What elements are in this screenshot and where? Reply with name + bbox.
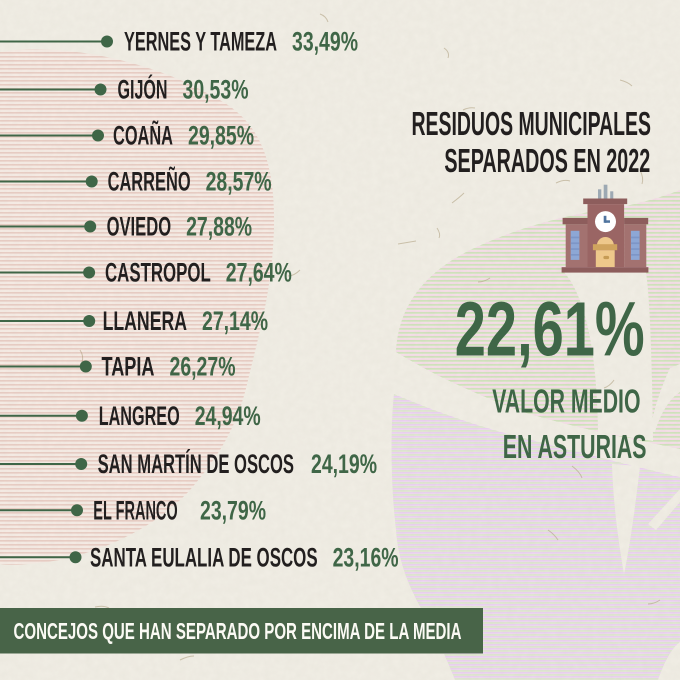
svg-text:LLANERA: LLANERA: [103, 306, 187, 336]
svg-text:LANGREO: LANGREO: [99, 401, 180, 431]
svg-text:28,57%: 28,57%: [206, 167, 272, 197]
svg-text:GIJÓN: GIJÓN: [118, 75, 168, 105]
svg-text:CASTROPOL: CASTROPOL: [105, 258, 211, 288]
svg-text:22,61%: 22,61%: [455, 286, 645, 372]
svg-text:SEPARADOS EN 2022: SEPARADOS EN 2022: [444, 142, 650, 179]
svg-text:SANTA EULALIA DE OSCOS: SANTA EULALIA DE OSCOS: [90, 542, 318, 572]
svg-text:TAPIA: TAPIA: [102, 352, 155, 382]
svg-text:YERNES Y TAMEZA: YERNES Y TAMEZA: [124, 27, 277, 57]
svg-text:29,85%: 29,85%: [188, 121, 254, 151]
svg-text:30,53%: 30,53%: [183, 75, 249, 105]
svg-text:COAÑA: COAÑA: [113, 121, 173, 151]
svg-text:CARREÑO: CARREÑO: [108, 167, 191, 197]
svg-text:OVIEDO: OVIEDO: [107, 212, 172, 242]
svg-text:27,64%: 27,64%: [226, 258, 292, 288]
svg-text:EL FRANCO: EL FRANCO: [93, 496, 177, 526]
svg-text:27,14%: 27,14%: [202, 306, 268, 336]
svg-text:EN ASTURIAS: EN ASTURIAS: [503, 429, 647, 466]
svg-text:23,79%: 23,79%: [200, 496, 266, 526]
svg-text:SAN MARTÍN DE OSCOS: SAN MARTÍN DE OSCOS: [98, 449, 294, 479]
svg-text:VALOR MEDIO: VALOR MEDIO: [492, 383, 640, 420]
svg-text:27,88%: 27,88%: [186, 212, 252, 242]
svg-text:RESIDUOS MUNICIPALES: RESIDUOS MUNICIPALES: [412, 105, 652, 142]
svg-text:CONCEJOS QUE HAN SEPARADO POR: CONCEJOS QUE HAN SEPARADO POR ENCIMA DE …: [14, 618, 462, 644]
svg-text:26,27%: 26,27%: [170, 352, 236, 382]
svg-text:24,94%: 24,94%: [195, 401, 261, 431]
svg-text:23,16%: 23,16%: [333, 542, 399, 572]
svg-text:33,49%: 33,49%: [292, 27, 358, 57]
svg-text:24,19%: 24,19%: [311, 449, 377, 479]
